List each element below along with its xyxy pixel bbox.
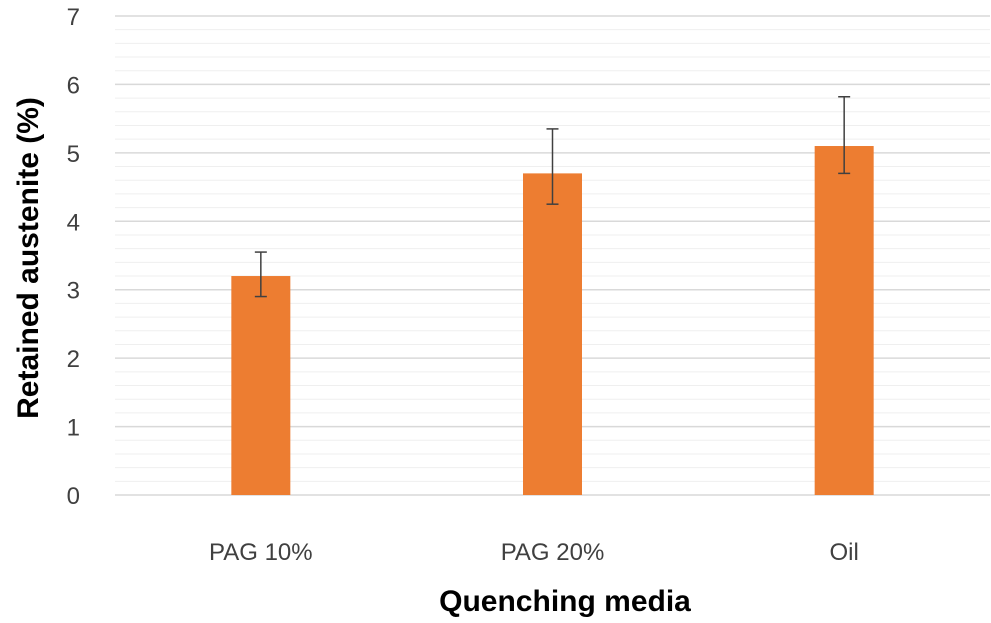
bars — [231, 146, 874, 495]
bar — [523, 173, 582, 495]
x-tick-label: PAG 20% — [501, 539, 605, 566]
x-tick-labels: PAG 10% PAG 20% Oil — [209, 539, 859, 566]
bar — [814, 146, 874, 495]
y-tick-label: 4 — [67, 209, 80, 236]
y-tick-label: 2 — [67, 346, 80, 373]
y-tick-labels: 0 1 2 3 4 5 6 7 — [67, 4, 80, 510]
y-tick-label: 3 — [67, 278, 80, 305]
y-tick-label: 6 — [67, 72, 80, 99]
y-tick-label: 5 — [67, 141, 80, 168]
y-tick-label: 0 — [67, 483, 80, 510]
y-tick-label: 7 — [67, 4, 80, 31]
error-bars — [254, 95, 851, 298]
x-tick-label: Oil — [829, 539, 858, 566]
y-axis-title: Retained austenite (%) — [12, 97, 45, 419]
bar — [231, 276, 291, 495]
y-tick-label: 1 — [67, 415, 80, 442]
x-axis-title: Quenching media — [439, 585, 691, 618]
x-tick-label: PAG 10% — [209, 539, 313, 566]
